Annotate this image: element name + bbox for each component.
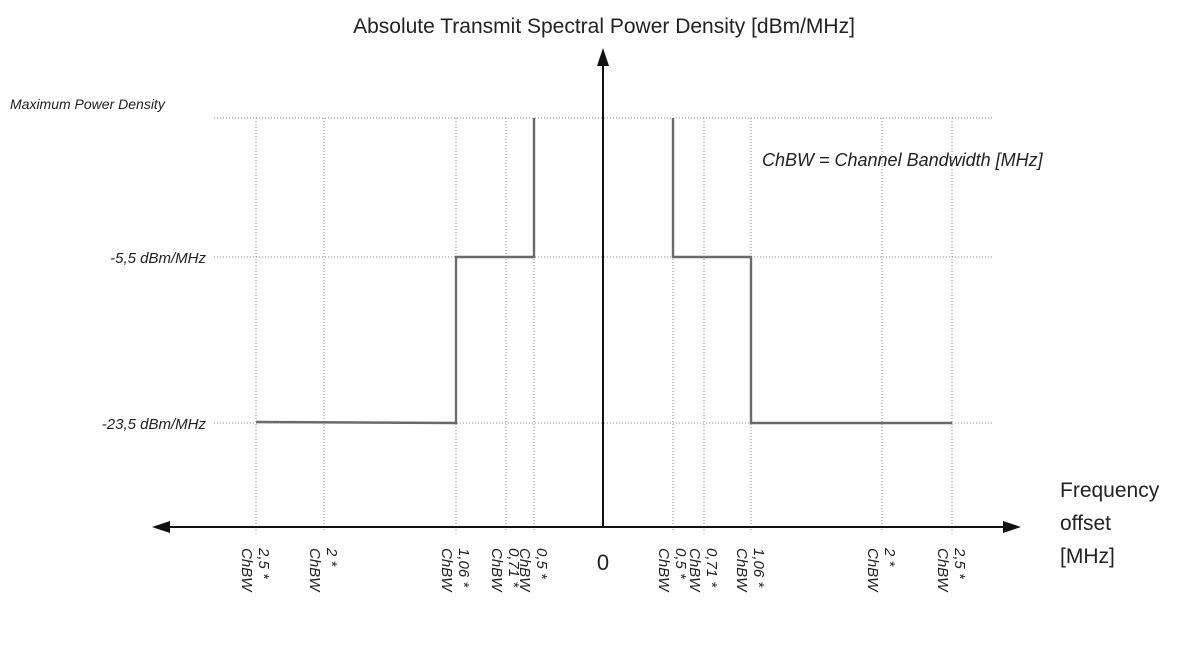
x-axis-label: Frequency offset [MHz]	[1060, 479, 1165, 568]
x-axis-arrowhead-right	[1003, 521, 1021, 533]
x-tick-label-line-2: ChBW	[488, 548, 505, 593]
level-label-mid: -5,5 dBm/MHz	[110, 250, 206, 267]
x-tick-label-line-2: ChBW	[516, 548, 533, 593]
y-axis-arrowhead	[597, 48, 609, 66]
x-tick-label-line-1: 2,5 *	[951, 547, 968, 580]
mask-right	[671, 118, 952, 425]
x-tick-labels: 2,5 *ChBW 2 *ChBW 1,06 *ChBW 0,71 *ChBW 0,5 …	[238, 547, 968, 593]
x-axis-label-line-3: [MHz]	[1060, 545, 1115, 568]
x-tick-neg-0-71: 0,71 *ChBW	[488, 548, 522, 593]
x-tick-neg-0-5: 0,5 *ChBW	[516, 548, 550, 593]
level-label-max: Maximum Power Density	[10, 96, 166, 112]
x-tick-label-line-1: 0,71 *	[505, 548, 522, 588]
x-tick-label-line-2: ChBW	[864, 548, 881, 593]
x-tick-label-line-1: 2 *	[881, 547, 898, 568]
x-tick-neg-2: 2 *ChBW	[306, 547, 340, 593]
diagram-title: Absolute Transmit Spectral Power Density…	[353, 15, 855, 38]
x-tick-label-line-1: 1,06 *	[455, 548, 472, 588]
x-axis-label-line-1: Frequency	[1060, 479, 1160, 502]
x-tick-label-line-2: ChBW	[686, 548, 703, 593]
x-tick-label-line-1: 2,5 *	[255, 547, 272, 580]
x-tick-label-line-2: ChBW	[733, 548, 750, 593]
chbw-note: ChBW = Channel Bandwidth [MHz]	[762, 150, 1044, 170]
x-tick-label-line-1: 1,06 *	[750, 548, 767, 588]
x-tick-label-line-2: ChBW	[438, 548, 455, 593]
x-tick-label-line-2: ChBW	[238, 548, 255, 593]
origin-label: 0	[597, 550, 609, 575]
x-tick-neg-2-5: 2,5 *ChBW	[238, 547, 272, 593]
level-label-low: -23,5 dBm/MHz	[102, 416, 207, 433]
x-tick-label-line-1: 0,5 *	[672, 548, 689, 580]
x-tick-label-line-1: 0,5 *	[533, 548, 550, 580]
x-tick-neg-1-06: 1,06 *ChBW	[438, 548, 472, 593]
x-tick-pos-2-5: 2,5 *ChBW	[934, 547, 968, 593]
x-axis-arrowhead-left	[152, 521, 170, 533]
x-tick-label-line-2: ChBW	[934, 548, 951, 593]
x-tick-label-line-2: ChBW	[306, 548, 323, 593]
x-tick-pos-2: 2 *ChBW	[864, 547, 898, 593]
x-axis-label-line-2: offset	[1060, 512, 1111, 535]
x-tick-pos-0-71: 0,71 *ChBW	[686, 548, 720, 593]
x-tick-label-line-2: ChBW	[655, 548, 672, 593]
x-tick-pos-0-5: 0,5 *ChBW	[655, 548, 689, 593]
x-tick-label-line-1: 2 *	[323, 547, 340, 568]
x-tick-pos-1-06: 1,06 *ChBW	[733, 548, 767, 593]
mask-left	[255, 118, 536, 425]
x-tick-label-line-1: 0,71 *	[703, 548, 720, 588]
